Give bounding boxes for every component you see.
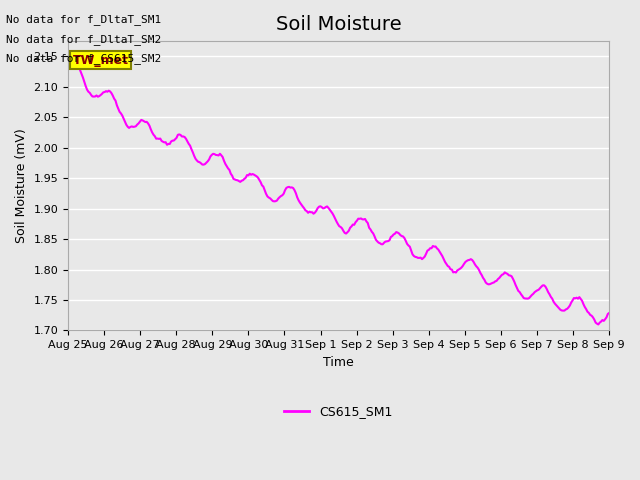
Legend: CS615_SM1: CS615_SM1 [280, 400, 398, 423]
Title: Soil Moisture: Soil Moisture [276, 15, 401, 34]
X-axis label: Time: Time [323, 356, 354, 369]
Y-axis label: Soil Moisture (mV): Soil Moisture (mV) [15, 128, 28, 243]
Text: TW_met: TW_met [73, 54, 129, 67]
Text: No data for f_DltaT_SM2: No data for f_DltaT_SM2 [6, 34, 162, 45]
Text: No data for f_CS615_SM2: No data for f_CS615_SM2 [6, 53, 162, 64]
Text: No data for f_DltaT_SM1: No data for f_DltaT_SM1 [6, 14, 162, 25]
